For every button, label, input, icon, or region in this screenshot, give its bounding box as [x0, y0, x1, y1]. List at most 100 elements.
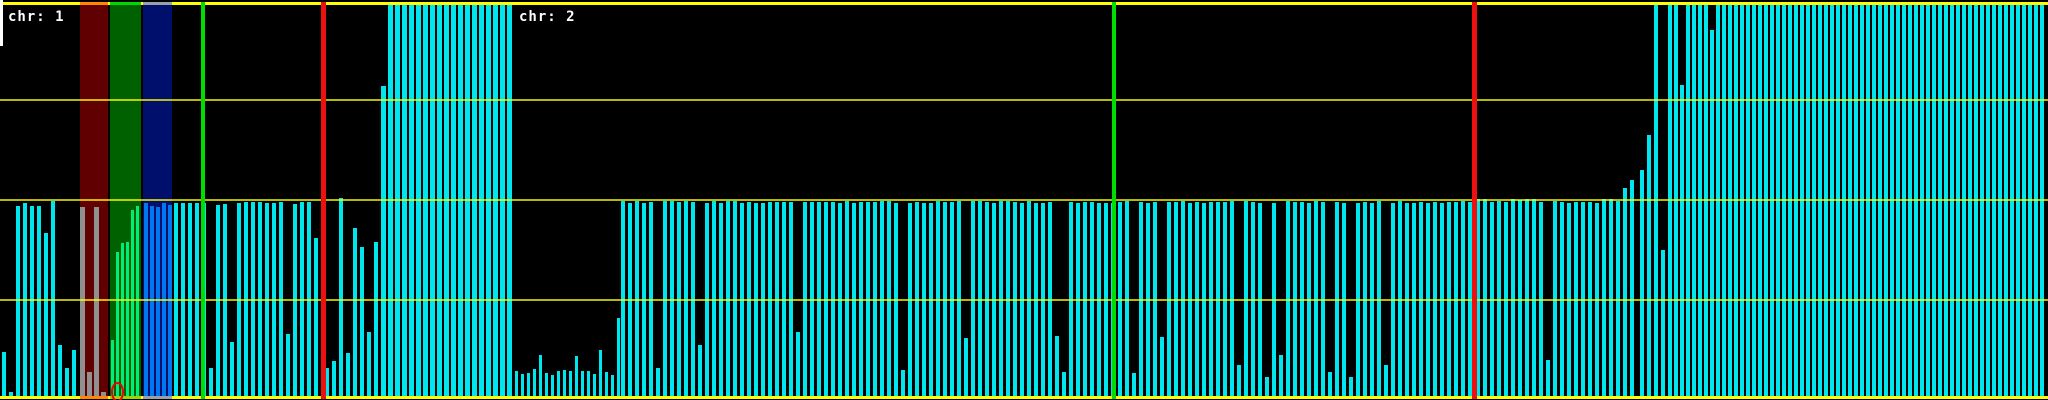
coverage-bar — [1377, 201, 1381, 396]
coverage-bar — [1160, 337, 1164, 396]
coverage-bar — [964, 338, 968, 396]
coverage-bar — [978, 201, 982, 396]
coverage-bar — [845, 201, 849, 396]
coverage-bar — [1237, 365, 1241, 396]
band-edge-bottom-navy — [143, 396, 172, 399]
coverage-bar — [1532, 199, 1536, 396]
coverage-bar — [1623, 188, 1627, 396]
coverage-bar — [16, 206, 20, 396]
coverage-bar — [230, 342, 234, 396]
marker-line-red — [1472, 2, 1477, 399]
left-edge-marker — [0, 0, 3, 46]
coverage-bar — [670, 201, 674, 396]
band-edge-top-navy — [143, 2, 172, 5]
coverage-bar — [1609, 199, 1613, 396]
coverage-bar — [957, 201, 961, 396]
coverage-bar — [563, 370, 566, 396]
coverage-bar — [111, 340, 114, 396]
coverage-bar — [1279, 355, 1283, 396]
coverage-bar — [1511, 199, 1515, 396]
coverage-bar — [1546, 360, 1550, 396]
band-edge-top-maroon — [80, 2, 108, 5]
coverage-bar — [1006, 201, 1010, 396]
coverage-bar — [116, 252, 119, 396]
top-border — [0, 2, 2048, 5]
bottom-border — [0, 396, 2048, 399]
coverage-bar — [72, 350, 76, 396]
coverage-bar — [346, 353, 350, 396]
coverage-bar — [1525, 199, 1529, 396]
coverage-bar — [87, 372, 92, 396]
coverage-bar — [1553, 201, 1557, 396]
coverage-bar — [332, 361, 336, 396]
coverage-bar — [901, 370, 905, 396]
coverage-bar — [101, 392, 106, 396]
coverage-bar — [515, 371, 518, 396]
coverage-bar — [698, 345, 702, 396]
coverage-bar — [521, 374, 524, 396]
coverage-bar — [1630, 180, 1634, 396]
marker-line-green — [1112, 2, 1116, 399]
coverage-bar — [656, 368, 660, 396]
coverage-bar — [1384, 365, 1388, 396]
coverage-bar — [1602, 199, 1606, 396]
gridline — [0, 99, 2048, 101]
coverage-bar — [44, 233, 48, 396]
coverage-bar — [557, 371, 560, 396]
marker-line-green — [201, 2, 205, 399]
coverage-bar — [1349, 377, 1353, 396]
coverage-bar — [1181, 201, 1185, 396]
coverage-bar — [936, 201, 940, 396]
coverage-bar — [733, 201, 737, 396]
coverage-bar — [621, 201, 625, 396]
coverage-bar — [1483, 199, 1487, 396]
gridline — [0, 299, 2048, 301]
coverage-bar — [1710, 30, 1714, 396]
coverage-bar — [1616, 201, 1620, 396]
coverage-bar — [150, 206, 154, 396]
coverage-bar — [367, 332, 371, 396]
coverage-bar — [80, 207, 85, 396]
coverage-bar — [605, 372, 608, 396]
coverage-bar — [527, 373, 530, 396]
coverage-bar — [325, 368, 329, 396]
coverage-bar — [1027, 201, 1031, 396]
coverage-bar — [156, 207, 160, 396]
marker-ellipse — [111, 382, 124, 400]
coverage-bar — [121, 243, 124, 396]
coverage-bar — [635, 201, 639, 396]
coverage-bar — [286, 334, 290, 396]
coverage-bar — [374, 242, 378, 396]
coverage-bar — [1286, 201, 1290, 396]
coverage-bar — [353, 228, 357, 396]
coverage-bar — [1062, 372, 1066, 396]
coverage-bar — [587, 371, 590, 396]
gridline — [0, 199, 2048, 201]
coverage-bar — [360, 247, 364, 396]
coverage-bar — [533, 369, 536, 396]
coverage-bar — [1132, 373, 1136, 396]
coverage-bar — [58, 345, 62, 396]
coverage-bar — [663, 201, 667, 396]
coverage-bar — [126, 242, 129, 396]
coverage-bar — [2, 352, 6, 396]
chromosome-label-2: chr: 2 — [519, 9, 576, 25]
coverage-bar — [1518, 200, 1522, 396]
coverage-bar — [1265, 377, 1269, 396]
coverage-bar — [1647, 135, 1651, 396]
coverage-bar — [381, 86, 386, 396]
coverage-bar — [539, 355, 542, 396]
coverage-bar — [136, 206, 139, 396]
coverage-bar — [51, 201, 55, 396]
coverage-bar — [1230, 201, 1234, 396]
coverage-bar — [599, 350, 602, 396]
coverage-bar — [712, 201, 716, 396]
marker-line-red — [321, 2, 326, 399]
coverage-bar — [545, 373, 548, 396]
coverage-bar — [1680, 85, 1684, 396]
coverage-bar — [887, 201, 891, 396]
coverage-bar — [1497, 201, 1501, 396]
coverage-bar — [551, 375, 554, 396]
coverage-bar — [880, 201, 884, 396]
